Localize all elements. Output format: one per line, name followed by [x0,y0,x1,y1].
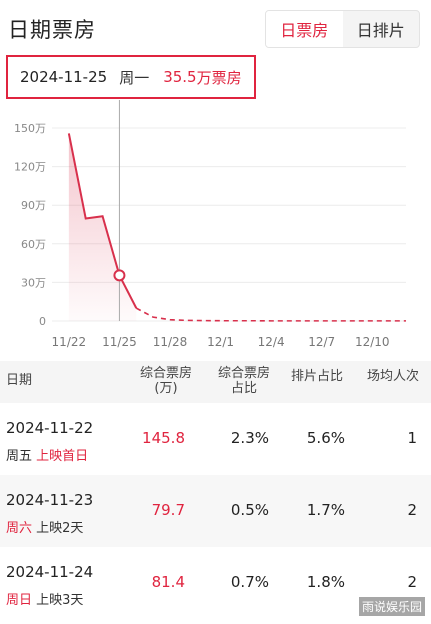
table-row[interactable]: 2024-11-24 周日 上映3天 81.4 0.7% 1.8% 2 [0,547,431,619]
row-date: 2024-11-22 [6,419,94,437]
table-body: 2024-11-22 周五 上映首日 145.8 2.3% 5.6% 1 2024-11-2… [0,403,431,619]
watermark: 雨说娱乐园 [358,597,425,616]
y-tick-label: 120万 [14,161,46,174]
page-title: 日期票房 [8,18,96,42]
row-release-day: 上映首日 [36,449,89,464]
chart-tooltip: 2024-11-25 周一 35.5 万票房 [6,55,256,99]
tooltip-unit: 万票房 [196,68,242,87]
row-subtitle: 周六 上映2天 [6,517,83,536]
row-date: 2024-11-23 [6,491,94,509]
row-subtitle: 周五 上映首日 [6,445,88,464]
row-box-office: 81.4 [151,573,185,591]
tab-daily-screenings[interactable]: 日排片 [356,21,405,40]
col-date: 日期 [6,373,33,388]
row-date: 2024-11-24 [6,563,94,581]
row-box-share: 0.7% [230,573,269,591]
row-screen-share: 1.7% [306,501,345,519]
tooltip-value: 35.5 [163,68,197,86]
x-tick-label: 12/10 [355,335,390,349]
table-row[interactable]: 2024-11-22 周五 上映首日 145.8 2.3% 5.6% 1 [0,403,431,475]
x-tick-label: 11/25 [102,335,137,349]
table-header: 日期 综合票房 (万) 综合票房 占比 排片占比 场均人次 [0,361,431,403]
y-tick-label: 90万 [21,199,46,212]
row-avg-attendance: 1 [407,429,417,447]
row-weekday: 周六 [6,521,33,536]
y-tick-label: 150万 [14,122,46,135]
row-release-day: 上映2天 [36,521,84,536]
x-tick-label: 12/7 [308,335,335,349]
x-tick-label: 11/28 [153,335,188,349]
tooltip-date: 2024-11-25 [20,68,108,86]
row-release-day: 上映3天 [36,593,84,608]
row-box-office: 145.8 [142,429,185,447]
row-box-share: 2.3% [230,429,269,447]
tab-daily-box-office[interactable]: 日票房 [266,11,343,47]
row-screen-share: 1.8% [306,573,345,591]
projected-line [135,307,406,322]
x-tick-label: 11/22 [52,335,87,349]
area-fill [68,133,137,321]
metric-toggle: 日票房 日排片 [265,10,420,48]
row-box-share: 0.5% [230,501,269,519]
row-avg-attendance: 2 [407,573,417,591]
x-tick-label: 12/4 [258,335,285,349]
row-subtitle: 周日 上映3天 [6,589,83,608]
highlight-marker [113,269,126,282]
y-tick-label: 30万 [21,276,46,289]
daily-table: 日期 综合票房 (万) 综合票房 占比 排片占比 场均人次 2024-11-22… [0,361,431,619]
row-weekday: 周日 [6,593,33,608]
tooltip-weekday: 周一 [119,68,150,87]
row-screen-share: 5.6% [306,429,345,447]
col-avg-attendance[interactable]: 场均人次 [366,369,419,384]
y-tick-label: 0 [39,315,46,328]
box-office-chart[interactable]: 150万 120万 90万 60万 30万 0 11/22 11/25 11/28 12/1 12/… [0,100,431,358]
y-tick-label: 60万 [21,238,46,251]
col-box-office[interactable]: 综合票房 (万) [139,366,192,396]
col-share[interactable]: 综合票房 占比 [217,366,270,396]
row-avg-attendance: 2 [407,501,417,519]
row-box-office: 79.7 [151,501,185,519]
row-weekday: 周五 [6,449,33,464]
header: 日期票房 日票房 日排片 [0,0,431,56]
col-screen-share[interactable]: 排片占比 [290,369,343,384]
x-tick-label: 12/1 [207,335,234,349]
table-row[interactable]: 2024-11-23 周六 上映2天 79.7 0.5% 1.7% 2 [0,475,431,547]
